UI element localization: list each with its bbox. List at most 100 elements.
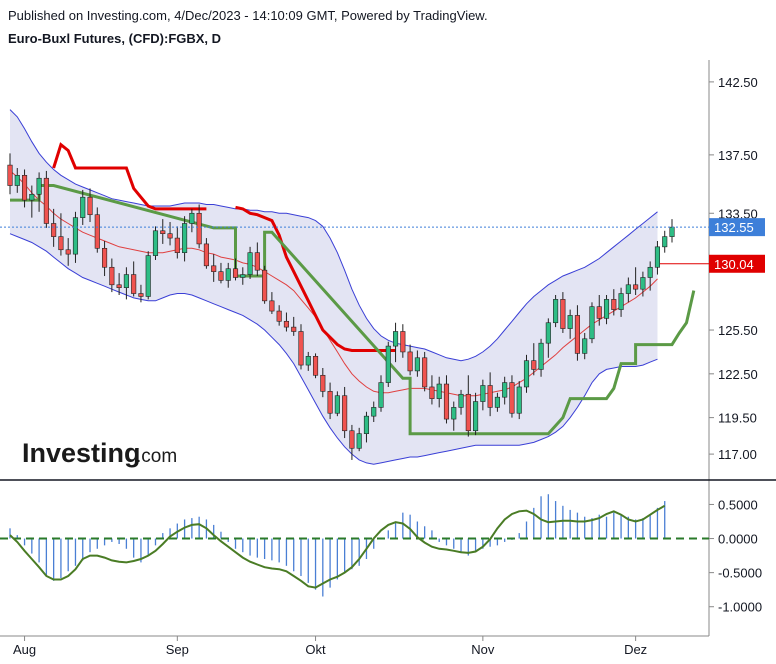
candle [342,386,348,439]
candle-body [523,360,530,388]
candle-body [342,395,348,432]
candle-body [618,293,624,310]
candle-body [494,396,500,408]
candle [145,251,151,300]
candle [29,185,35,218]
candle [363,411,370,443]
candle-body [327,391,333,414]
candle [458,389,464,415]
candle [502,376,508,405]
candle-body [349,430,355,449]
candle [494,392,500,412]
candle-body [582,338,588,354]
candle [72,211,79,263]
signal-line [9,504,666,589]
ref-price-label: 130.04 [714,257,754,272]
time-tick-label: Okt [305,642,326,657]
candle [487,372,493,417]
candle-body [633,284,639,290]
candle-body [640,277,646,290]
candle-body [196,212,202,245]
candle [393,322,399,363]
candle [436,376,442,408]
candle [523,354,530,393]
candle-body [662,236,668,248]
candle [182,216,188,262]
candle-body [574,315,580,354]
candle-body [182,223,188,253]
candle [545,318,551,358]
candle-body [232,268,239,278]
candle [189,208,195,233]
candle-body [451,407,457,420]
candle [87,188,93,223]
price-tick-label: 137.50 [718,148,758,163]
candle-body [145,255,151,297]
candle-body [414,357,420,372]
candle-body [298,331,304,366]
candle [633,267,639,296]
candle [232,258,239,281]
price-axis-ticks: 142.50 137.50 133.50 125.50 122.50 119.50 117.… [709,75,758,462]
candle-body [407,351,413,372]
candle-body [58,236,64,251]
candle [451,401,457,431]
candle-body [320,374,326,392]
candle-body [36,177,42,195]
candle-body [545,322,551,344]
candle-body [116,284,122,289]
candle-body [553,299,559,324]
candle-body [567,315,573,329]
candle [400,324,406,358]
candle-body [189,212,195,224]
price-tags: 132.55 130.04 [0,218,765,273]
candle [327,382,333,420]
time-tick-label: Nov [471,642,495,657]
candle [603,295,610,325]
candle-body [356,433,362,449]
candle-body [516,386,522,414]
oscillator-axis-ticks: 0.5000 0.0000 -0.5000 -1.0000 [709,497,762,615]
candle-body [625,284,631,294]
candle [14,168,20,193]
candle [51,208,57,247]
candle-body [225,268,231,281]
published-note: Published on Investing.com, 4/Dec/2023 -… [8,8,488,23]
candle [262,265,268,304]
candle [269,292,275,314]
candlestick-series [7,153,675,460]
indicator-lines [9,142,696,436]
candle-body [21,175,28,201]
candle [102,240,108,277]
candle [305,351,311,371]
candle-body [436,383,442,399]
candle-body [654,246,661,268]
candle [611,289,617,316]
candle [80,189,86,225]
candle-body [378,382,384,408]
candle-body [123,274,129,289]
candle-body [393,331,399,347]
candle-body [589,306,595,340]
candle-body [400,331,406,353]
candle [196,204,202,249]
candle [65,238,71,266]
candle [567,309,573,339]
candle-body [596,306,602,319]
candle-body [160,230,166,234]
logo-word: Investing [22,438,141,468]
candle-body [312,356,319,376]
candle [291,316,297,336]
candle [123,267,129,300]
candle [211,254,217,282]
candle [443,375,450,424]
candle [203,238,209,269]
candle [225,262,231,288]
candle [618,287,624,317]
candle [647,261,653,291]
candle-body [7,164,13,186]
candle-body [443,383,450,420]
osc-tick-label: 0.0000 [718,532,758,547]
candle [407,344,413,376]
candle-body [531,360,537,370]
